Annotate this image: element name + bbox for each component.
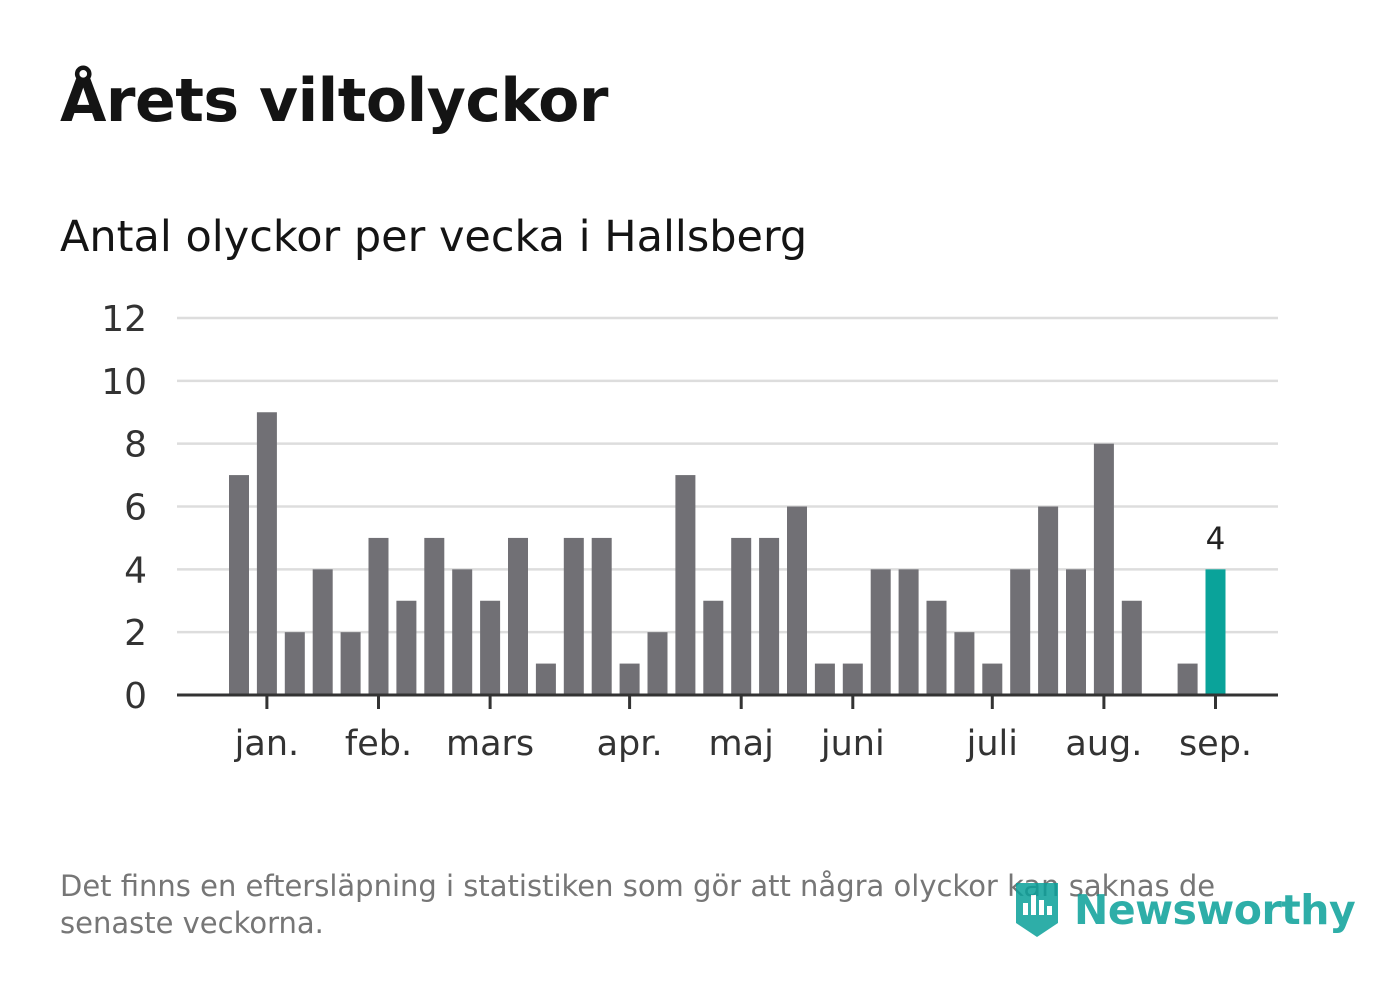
bars	[229, 412, 1226, 695]
bar	[229, 475, 249, 695]
chart-subtitle: Antal olyckor per vecka i Hallsberg	[60, 212, 808, 262]
bar	[647, 632, 668, 695]
bar	[1177, 663, 1198, 695]
y-tick-label: 2	[124, 613, 147, 654]
bar	[619, 663, 640, 695]
y-tick-label: 0	[124, 676, 147, 717]
y-axis-ticks: 0 2 4 6 8 10 12	[101, 299, 147, 717]
bar	[870, 569, 891, 695]
y-tick-label: 8	[124, 425, 147, 466]
bar	[452, 569, 473, 695]
bar	[926, 600, 947, 695]
bar	[535, 663, 556, 695]
data-label: 4	[1206, 521, 1226, 557]
bar-highlight	[1205, 569, 1226, 695]
x-tick-label: jan.	[234, 724, 299, 764]
y-tick-label: 10	[101, 362, 147, 403]
x-tick-label: apr.	[597, 724, 663, 764]
chart-title: Årets viltolyckor	[60, 66, 609, 136]
logo-text: Newsworthy	[1074, 886, 1356, 934]
bar	[814, 663, 835, 695]
x-tick-label: aug.	[1065, 724, 1142, 764]
bar	[759, 537, 780, 695]
newsworthy-logo-icon	[1016, 883, 1058, 937]
bar	[787, 506, 807, 695]
x-tick-label: feb.	[345, 724, 412, 764]
bar	[675, 475, 696, 695]
bar	[703, 600, 724, 695]
bar	[1093, 443, 1114, 695]
bar	[1010, 569, 1031, 695]
bar	[480, 600, 501, 695]
bar	[1121, 600, 1142, 695]
bar	[256, 412, 277, 695]
y-tick-label: 12	[101, 299, 147, 340]
bar	[368, 537, 389, 695]
bar	[340, 632, 361, 695]
x-tick-label: sep.	[1179, 724, 1252, 764]
bar	[312, 569, 333, 695]
bar	[508, 537, 528, 695]
bar	[1066, 569, 1086, 695]
bar	[982, 663, 1003, 695]
bar	[563, 537, 584, 695]
y-tick-label: 6	[124, 488, 147, 529]
bar	[284, 632, 305, 695]
bar	[842, 663, 863, 695]
bar	[1038, 506, 1059, 695]
data-labels: 4	[1206, 521, 1226, 557]
bar	[591, 537, 612, 695]
x-tick-label: maj	[709, 724, 774, 764]
bar	[424, 537, 445, 695]
x-tick-label: mars	[446, 724, 534, 764]
bar	[731, 537, 752, 695]
newsworthy-logo: Newsworthy	[1012, 878, 1356, 942]
bar	[396, 600, 417, 695]
x-tick-label: juli	[966, 724, 1018, 764]
bar	[954, 632, 975, 695]
bar	[898, 569, 919, 695]
x-tick-label: juni	[820, 724, 885, 764]
x-axis-ticks: jan. feb. mars apr. maj juni juli aug. sep.	[234, 695, 1252, 764]
y-tick-label: 4	[124, 550, 147, 591]
